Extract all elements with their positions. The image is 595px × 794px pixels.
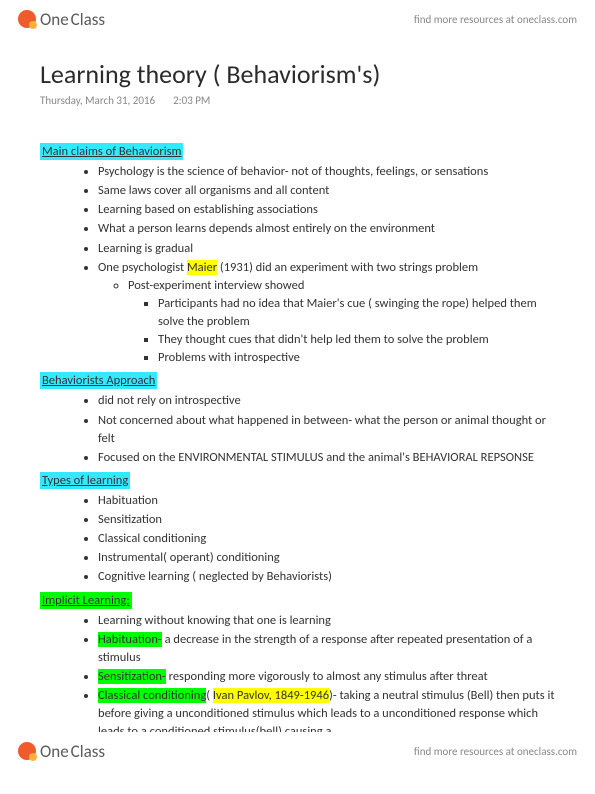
pavlov-highlight: Ivan Pavlov, 1849-1946 [213,688,329,703]
approach-list: did not rely on introspective Not concer… [40,392,555,467]
brand-logo-footer: OneClass [18,741,105,762]
brand-text-class: Class [71,9,105,30]
brand-text-one: One [40,741,69,762]
list-item: They thought cues that didn't help led t… [158,331,555,349]
page-meta: Thursday, March 31, 2016 2:03 PM [40,94,555,107]
brand-circle-icon [18,10,36,28]
maier-highlight: Maier [187,260,217,275]
brand-circle-icon [18,742,36,760]
list-item-habituation: Habituation- a decrease in the strength … [98,631,555,667]
list-item: Classical conditioning [98,530,555,548]
document-body: Learning theory ( Behaviorism's) Thursda… [0,0,595,794]
classical-highlight: Classical conditioning [98,688,206,703]
list-item: Same laws cover all organisms and all co… [98,182,555,200]
brand-text-class: Class [71,741,105,762]
brand-logo: OneClass [18,9,105,30]
section-implicit: Implicit Learning: Learning without know… [40,590,555,742]
habituation-text: a decrease in the strength of a response… [98,632,532,665]
list-item: Post-experiment interview showed Partici… [128,277,555,368]
list-item: Instrumental( operant) conditioning [98,549,555,567]
maier-pre: One psychologist [98,260,187,275]
sub-text: Post-experiment interview showed [128,278,304,293]
list-item: Not concerned about what happened in bet… [98,412,555,448]
types-list: Habituation Sensitization Classical cond… [40,492,555,587]
bottom-footer: OneClass find more resources at oneclass… [0,732,595,770]
heading-main-claims: Main claims of Behaviorism [40,143,183,160]
list-item: Learning without knowing that one is lea… [98,612,555,630]
top-header: OneClass find more resources at oneclass… [0,0,595,38]
list-item-maier: One psychologist Maier (1931) did an exp… [98,259,555,368]
heading-types: Types of learning [40,472,130,489]
list-item: Sensitization [98,511,555,529]
bottom-tagline: find more resources at oneclass.com [414,745,577,758]
section-approach: Behaviorists Approach did not rely on in… [40,370,555,467]
list-item: Problems with introspective [158,349,555,367]
page-title: Learning theory ( Behaviorism's) [40,58,555,90]
list-item: Habituation [98,492,555,510]
maier-post: (1931) did an experiment with two string… [217,260,478,275]
heading-approach: Behaviorists Approach [40,372,157,389]
meta-time: 2:03 PM [173,94,210,107]
list-item: Participants had no idea that Maier's cu… [158,295,555,331]
list-item: Psychology is the science of behavior- n… [98,163,555,181]
main-claims-list: Psychology is the science of behavior- n… [40,163,555,367]
habituation-highlight: Habituation- [98,632,162,647]
list-item: Learning is gradual [98,240,555,258]
list-item: did not rely on introspective [98,392,555,410]
top-tagline: find more resources at oneclass.com [414,13,577,26]
implicit-list: Learning without knowing that one is lea… [40,612,555,742]
brand-text-one: One [40,9,69,30]
list-item: What a person learns depends almost enti… [98,220,555,238]
section-main-claims: Main claims of Behaviorism Psychology is… [40,141,555,367]
meta-date: Thursday, March 31, 2016 [40,94,155,107]
paren-open: ( [206,688,213,703]
section-types: Types of learning Habituation Sensitizat… [40,470,555,587]
sensitization-text: responding more vigorously to almost any… [166,669,488,684]
list-item-sensitization: Sensitization- responding more vigorousl… [98,668,555,686]
list-item: Learning based on establishing associati… [98,201,555,219]
list-item: Cognitive learning ( neglected by Behavi… [98,568,555,586]
list-item: Focused on the ENVIRONMENTAL STIMULUS an… [98,449,555,467]
heading-implicit: Implicit Learning: [40,592,132,609]
sensitization-highlight: Sensitization- [98,669,166,684]
